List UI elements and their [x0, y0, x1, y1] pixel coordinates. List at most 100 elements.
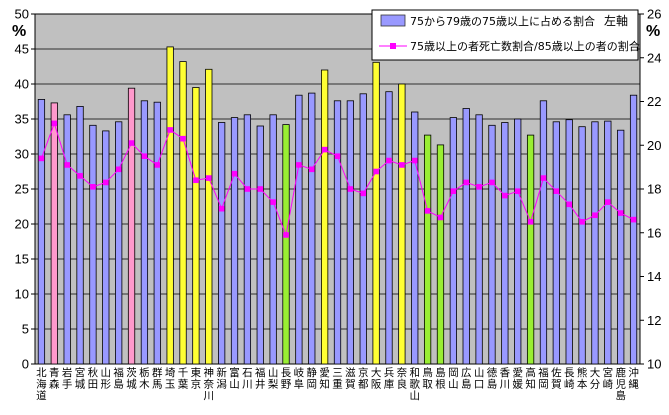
bar-山梨 — [269, 114, 277, 365]
left-tick-label: 35 — [15, 112, 29, 127]
bar-大分 — [591, 121, 599, 365]
point-広島 — [463, 179, 470, 186]
point-奈良 — [399, 162, 405, 168]
bar-大阪 — [372, 61, 380, 365]
bar-岐阜 — [295, 94, 303, 365]
bar-静岡 — [308, 92, 316, 365]
category-label: 岩手 — [62, 366, 73, 391]
bar-群馬 — [153, 101, 161, 365]
category-label: 栃木 — [139, 366, 150, 391]
category-label: 広島 — [461, 366, 472, 391]
bar-茨城 — [127, 87, 136, 365]
point-千葉 — [180, 135, 186, 142]
left-tick-label: 25 — [15, 182, 29, 197]
point-愛知 — [321, 146, 328, 153]
point-宮崎 — [605, 199, 611, 205]
point-滋賀 — [347, 186, 354, 192]
left-tick-label: 5 — [22, 322, 29, 337]
bar-series — [37, 46, 638, 365]
category-label: 新潟 — [216, 366, 227, 391]
category-label: 宮城 — [75, 366, 86, 391]
bar-香川 — [501, 122, 509, 365]
point-高知 — [527, 219, 534, 225]
point-新潟 — [218, 205, 225, 212]
point-山口 — [476, 184, 482, 190]
legend-box — [371, 9, 639, 61]
left-tick-label: 10 — [15, 287, 29, 302]
bar-岡山 — [449, 117, 457, 365]
category-label: 高知 — [525, 366, 536, 391]
category-label: 富山 — [229, 366, 240, 391]
bar-徳島 — [488, 124, 496, 365]
point-秋田 — [90, 184, 96, 190]
bar-秋田 — [89, 124, 97, 365]
point-長崎 — [566, 201, 573, 208]
category-label: 千葉 — [178, 367, 189, 391]
point-熊本 — [579, 219, 585, 225]
bar-佐賀 — [552, 121, 560, 365]
category-label: 福岡 — [538, 366, 549, 391]
bar-栃木 — [140, 100, 149, 365]
point-石川 — [244, 186, 251, 192]
bar-埼玉 — [166, 46, 174, 365]
category-label: 神奈川 — [204, 366, 215, 402]
category-label: 島根 — [435, 366, 446, 391]
left-tick-label: 30 — [15, 147, 29, 162]
category-label: 長野 — [281, 367, 292, 391]
bar-宮崎 — [604, 120, 612, 365]
point-三重 — [334, 153, 341, 159]
point-岡山 — [450, 188, 457, 194]
point-大分 — [592, 212, 598, 219]
category-label: 大分 — [590, 366, 601, 391]
left-tick-label: 45 — [15, 42, 29, 57]
point-香川 — [502, 192, 508, 199]
point-福井 — [257, 186, 264, 192]
right-tick-label: 24 — [647, 50, 661, 65]
category-label: 石川 — [242, 367, 253, 391]
bar-広島 — [462, 108, 470, 365]
bar-千葉 — [179, 61, 187, 365]
bar-熊本 — [578, 126, 586, 365]
category-label: 山形 — [101, 367, 112, 391]
point-和歌山 — [411, 157, 418, 164]
bar-山口 — [475, 114, 483, 365]
category-label: 静岡 — [307, 366, 318, 391]
bar-宮城 — [76, 106, 84, 365]
left-tick-label: 20 — [15, 217, 29, 232]
category-label: 青森 — [49, 366, 60, 391]
point-北海道 — [38, 155, 45, 162]
category-label: 山梨 — [268, 367, 279, 391]
point-静岡 — [308, 166, 315, 173]
bar-岩手 — [63, 114, 71, 365]
right-tick-label: 26 — [647, 7, 661, 22]
category-label: 滋賀 — [345, 366, 356, 391]
bar-長崎 — [565, 119, 573, 365]
bar-鳥取 — [423, 134, 432, 365]
category-label: 宮崎 — [603, 366, 614, 391]
point-兵庫 — [386, 157, 392, 164]
point-神奈川 — [205, 175, 212, 181]
bar-奈良 — [398, 83, 406, 365]
right-tick-label: 10 — [647, 357, 661, 372]
category-label: 岡山 — [448, 367, 459, 391]
point-大阪 — [373, 168, 379, 175]
bar-三重 — [333, 100, 342, 365]
category-label: 東京 — [191, 366, 202, 391]
category-label: 北海道 — [36, 367, 47, 402]
category-label: 秋田 — [88, 366, 99, 391]
bar-鹿児島 — [617, 129, 625, 365]
category-label: 京都 — [358, 366, 369, 391]
point-埼玉 — [167, 127, 173, 133]
category-label: 埼玉 — [165, 366, 176, 391]
right-tick-label: 20 — [647, 138, 661, 153]
point-愛媛 — [514, 188, 521, 194]
left-tick-label: 15 — [15, 252, 29, 267]
point-茨城 — [128, 140, 135, 146]
bar-北海道 — [37, 99, 46, 365]
category-label: 愛知 — [319, 366, 330, 391]
category-label: 熊本 — [577, 366, 588, 391]
bar-滋賀 — [346, 100, 354, 365]
point-沖縄 — [630, 216, 637, 223]
